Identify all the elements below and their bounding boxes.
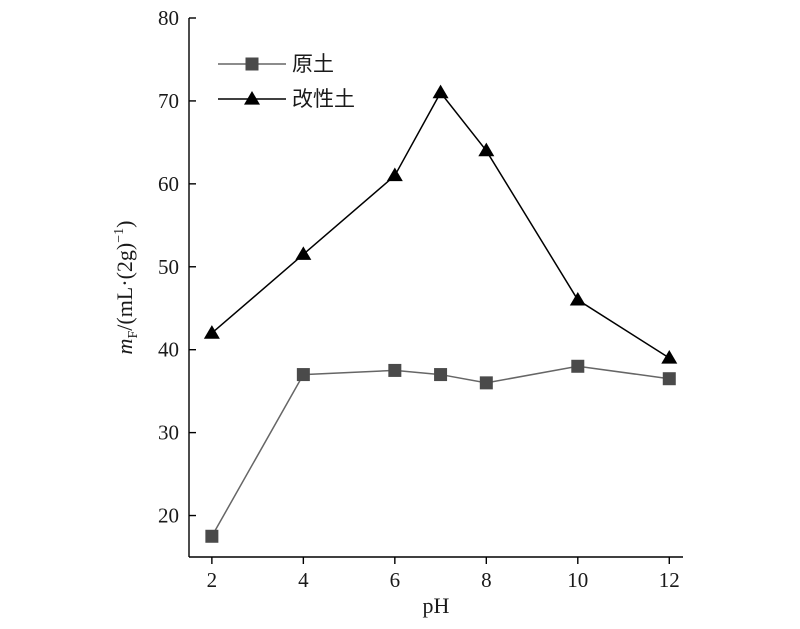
data-point [479,376,493,390]
legend-label: 原土 [292,52,334,76]
y-tick-label: 80 [158,6,179,30]
legend-item: 改性土 [218,87,355,111]
data-point [478,142,495,157]
y-axis-title-superscript: −1 [112,228,127,243]
data-point [662,372,676,386]
data-point [388,363,402,377]
data-point [295,246,312,260]
data-point [571,359,585,373]
x-tick-label: 2 [207,568,218,592]
tick-group: 20 30 40 50 60 70 80 2 4 6 8 10 12 [158,6,680,592]
legend-label: 改性土 [292,87,355,111]
x-tick-label: 12 [659,568,680,592]
series-line [211,91,670,359]
data-point [661,349,678,364]
data-point [386,167,403,182]
legend-marker [244,91,260,105]
series-1 [205,359,676,543]
x-tick-label: 8 [481,568,492,592]
y-axis-title-close: ) [112,221,137,228]
data-point [569,291,586,306]
y-tick-label: 70 [158,89,179,113]
x-axis-title: pH [423,593,450,618]
y-tick-label: 50 [158,255,179,279]
data-point [205,529,219,543]
y-axis-title-symbol: m [112,339,137,355]
y-tick-label: 40 [158,338,179,362]
data-point [296,368,310,382]
x-tick-label: 10 [567,568,588,592]
y-tick-label: 20 [158,504,179,528]
y-axis-title-units: /(mL·(2g) [112,243,137,331]
data-point [203,325,220,339]
data-point [434,368,448,382]
y-tick-label: 60 [158,172,179,196]
legend-item: 原土 [218,52,334,76]
series-2 [203,84,678,364]
x-tick-label: 4 [298,568,309,592]
legend-marker [245,57,259,71]
x-tick-label: 6 [390,568,401,592]
axes [188,18,683,558]
data-point [432,84,449,99]
y-axis-title-subscript: F [126,331,141,339]
series-line [211,365,670,537]
y-tick-label: 30 [158,421,179,445]
y-axis-title: mF/(mL·(2g)−1) [112,221,141,355]
series-group [203,84,678,543]
